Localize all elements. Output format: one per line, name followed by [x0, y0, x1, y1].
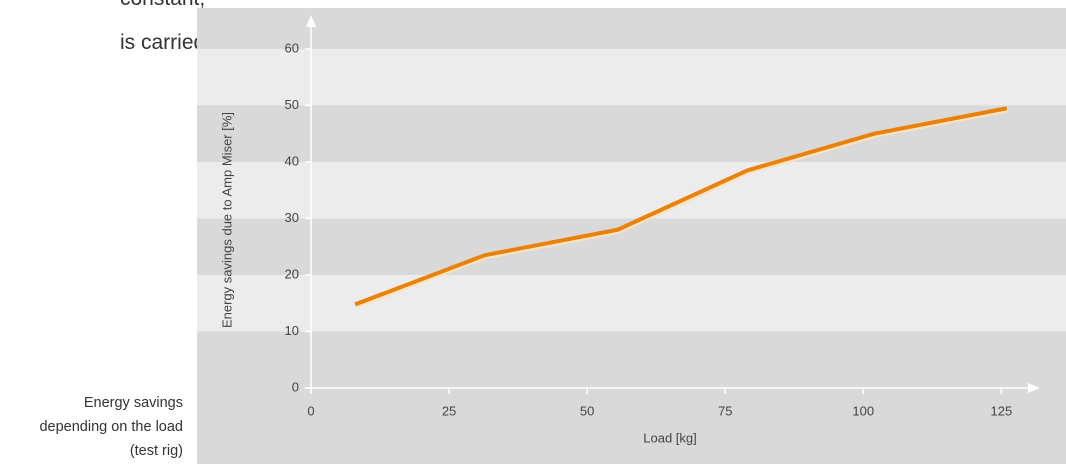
y-tick-label: 10	[285, 323, 299, 338]
body-text: constant,	[120, 0, 205, 11]
data-line	[354, 106, 1008, 307]
y-axis-label: Energy savings due to Amp Miser [%]	[219, 112, 234, 328]
y-tick-label: 30	[285, 210, 299, 225]
y-tick-label: 0	[292, 379, 299, 394]
y-tick-label: 60	[285, 40, 299, 55]
x-tick-label: 75	[718, 403, 732, 418]
chart: Energy savings due to Amp Miser [%] Load…	[197, 8, 1066, 464]
x-tick-label: 125	[990, 403, 1012, 418]
y-tick-label: 40	[285, 153, 299, 168]
caption-line: (test rig)	[129, 443, 183, 459]
x-tick-label: 100	[852, 403, 874, 418]
grid-band	[197, 274, 1066, 332]
grid-band	[197, 48, 1066, 106]
x-tick-label: 25	[442, 403, 456, 418]
caption-line: depending on the load	[39, 419, 183, 435]
grid-band	[197, 161, 1066, 219]
x-axis-arrow	[1028, 383, 1040, 393]
caption-line: Energy savings	[83, 395, 183, 411]
figure-caption: Energy savings depending on the load (te…	[0, 391, 183, 463]
x-axis-label: Load [kg]	[643, 430, 697, 445]
y-tick-label: 50	[285, 97, 299, 112]
x-tick-label: 0	[307, 403, 314, 418]
y-tick-label: 20	[285, 266, 299, 281]
x-tick-label: 50	[580, 403, 594, 418]
y-axis-arrow	[306, 15, 316, 27]
